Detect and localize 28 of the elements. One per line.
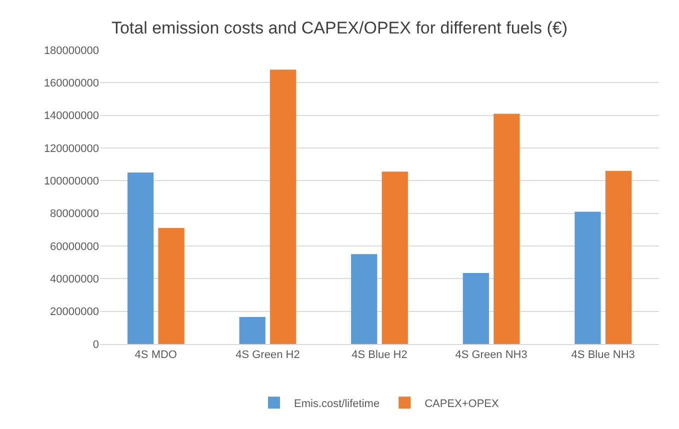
bar [351, 254, 378, 344]
legend-label: Emis.cost/lifetime [294, 398, 380, 410]
y-tick-label: 180000000 [44, 44, 99, 57]
legend-label: CAPEX+OPEX [424, 398, 500, 410]
x-tick-label: 4S MDO [134, 349, 178, 362]
bar [239, 317, 266, 344]
y-tick-label: 160000000 [44, 78, 99, 90]
y-tick-label: 100000000 [44, 176, 99, 188]
y-tick-label: 40000000 [50, 274, 99, 286]
y-tick-label: 120000000 [44, 142, 99, 155]
bar [127, 172, 154, 344]
y-tick-label: 0 [92, 338, 99, 351]
y-tick-label: 20000000 [50, 306, 99, 318]
bar [494, 114, 520, 344]
bar [462, 272, 489, 344]
bar [270, 70, 296, 344]
bar [574, 212, 601, 344]
bar [158, 228, 184, 344]
bar [382, 172, 408, 344]
bar [605, 170, 632, 344]
y-tick-label: 80000000 [50, 208, 99, 220]
x-tick-label: 4S Blue H2 [352, 349, 408, 362]
x-tick-label: 4S Green H2 [236, 349, 300, 362]
x-tick-label: 4S Blue NH3 [571, 349, 635, 362]
y-tick-label: 60000000 [50, 240, 99, 253]
chart-title: Total emission costs and CAPEX/OPEX for different fuels (€) [111, 18, 568, 38]
x-tick-label: 4S Green NH3 [455, 349, 528, 362]
y-tick-label: 140000000 [44, 110, 99, 122]
